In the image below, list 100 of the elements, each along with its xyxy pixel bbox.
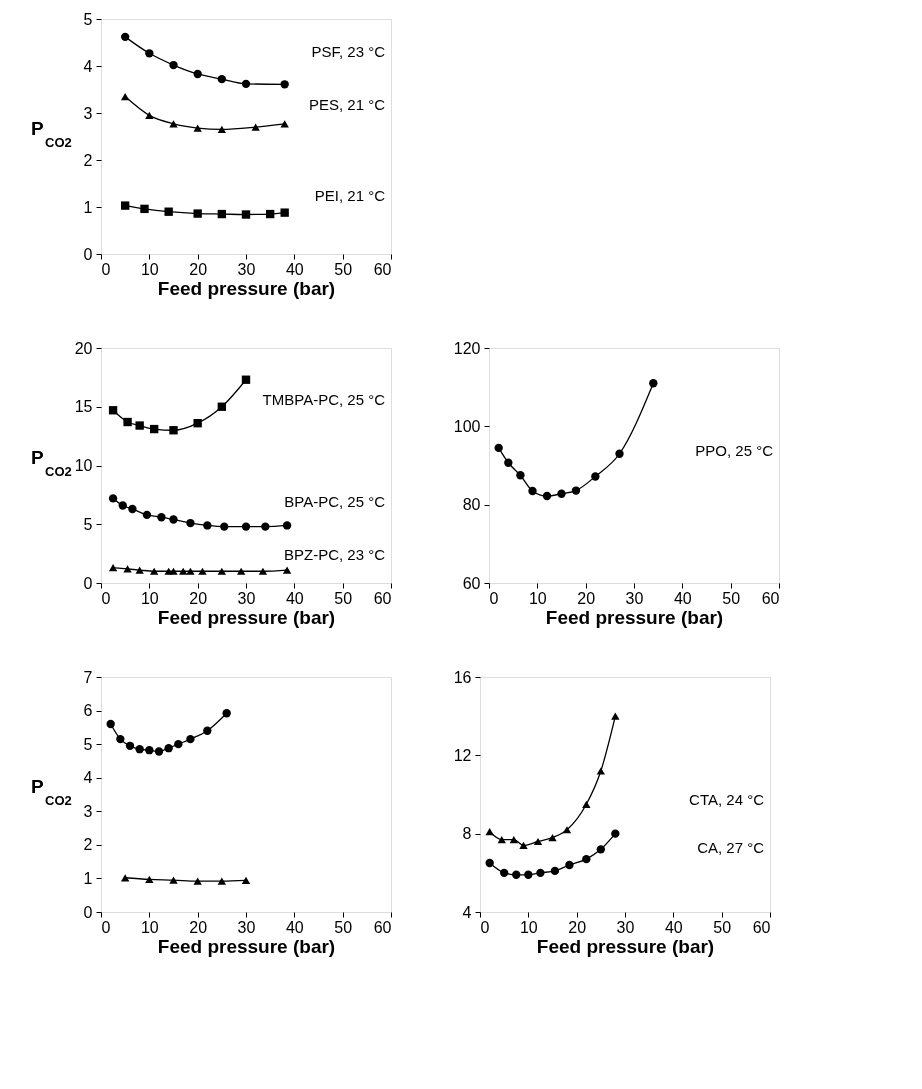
point	[145, 875, 154, 884]
series-label: PES, 21 °C	[308, 95, 386, 113]
point	[217, 402, 227, 411]
point	[550, 866, 560, 876]
point	[169, 120, 178, 128]
point	[193, 209, 202, 218]
point	[108, 494, 118, 503]
point	[615, 449, 624, 458]
point	[282, 521, 292, 530]
x-tick-label: 60	[373, 260, 392, 278]
y-tick-label: 4	[462, 903, 472, 921]
point	[174, 739, 183, 749]
y-tick-label: 60	[462, 574, 481, 592]
y-axis-title: PCO2	[31, 775, 72, 808]
point	[123, 417, 132, 427]
point	[265, 209, 275, 219]
x-tick-label: 20	[568, 918, 587, 936]
x-tick-label: 40	[664, 918, 683, 936]
point	[485, 828, 494, 836]
point	[241, 210, 251, 219]
x-tick-label: 40	[285, 589, 304, 607]
y-tick-label: 0	[83, 574, 93, 592]
point	[220, 522, 229, 531]
point	[222, 709, 231, 718]
point	[241, 79, 251, 89]
point	[516, 471, 525, 480]
y-tick-label: 8	[462, 825, 472, 843]
x-tick-label: 50	[334, 260, 353, 278]
point	[169, 567, 178, 575]
text: CA, 27 °C	[697, 838, 765, 856]
x-tick-label: 30	[237, 918, 256, 936]
point	[524, 870, 533, 879]
x-tick-label: 0	[101, 918, 111, 936]
x-tick-label: 60	[752, 918, 771, 936]
y-tick-label: 12	[453, 746, 472, 764]
x-tick-label: 10	[140, 260, 159, 278]
point	[164, 207, 173, 216]
y-tick-label: 4	[83, 57, 93, 75]
x-tick-label: 0	[101, 260, 111, 278]
point	[120, 92, 130, 101]
point	[118, 501, 127, 510]
point	[528, 486, 537, 496]
x-tick-label: 0	[489, 589, 499, 607]
point	[116, 734, 125, 744]
point	[203, 521, 212, 530]
x-tick-label: 60	[373, 589, 392, 607]
point	[217, 74, 227, 84]
point	[571, 486, 581, 495]
y-axis-title: PCO2	[31, 117, 72, 150]
point	[149, 424, 159, 434]
point	[533, 837, 543, 846]
point	[258, 567, 268, 575]
point	[497, 835, 506, 844]
point	[145, 111, 154, 119]
y-tick-label: 0	[83, 245, 93, 263]
point	[280, 120, 289, 128]
point	[499, 868, 509, 878]
x-axis-title: Feed pressure (bar)	[157, 277, 336, 299]
point	[562, 826, 572, 834]
point	[186, 567, 195, 575]
x-axis-title: Feed pressure (bar)	[157, 606, 336, 628]
x-tick-label: 40	[285, 260, 304, 278]
y-tick-label: 5	[83, 735, 93, 753]
point	[145, 746, 154, 755]
x-tick-label: 10	[519, 918, 538, 936]
point	[203, 726, 212, 735]
y-tick-label: 6	[83, 702, 93, 720]
point	[164, 744, 173, 753]
y-tick-label: 7	[83, 668, 93, 686]
point	[142, 510, 152, 520]
point	[186, 734, 195, 744]
point	[193, 419, 202, 428]
point	[135, 566, 144, 574]
x-tick-label: 50	[334, 918, 353, 936]
point	[217, 567, 227, 575]
x-tick-label: 10	[140, 918, 159, 936]
y-tick-label: 2	[83, 151, 93, 169]
point	[649, 379, 658, 388]
point	[548, 833, 557, 842]
point	[509, 835, 519, 844]
text: CTA, 24 °C	[689, 790, 765, 808]
point	[123, 565, 132, 573]
x-tick-label: 60	[373, 918, 392, 936]
point	[261, 522, 270, 531]
point	[504, 458, 513, 467]
point	[485, 858, 494, 868]
x-tick-label: 50	[713, 918, 732, 936]
point	[596, 845, 606, 854]
point	[241, 375, 251, 384]
point	[193, 877, 202, 885]
y-tick-label: 120	[453, 339, 481, 357]
point	[198, 567, 207, 575]
point	[280, 80, 289, 89]
point	[217, 209, 227, 219]
y-tick-label: 20	[74, 339, 93, 357]
x-tick-label: 20	[189, 589, 208, 607]
point	[186, 518, 195, 528]
y-tick-label: 15	[74, 398, 93, 416]
y-tick-label: 1	[83, 869, 93, 887]
point	[120, 874, 130, 882]
